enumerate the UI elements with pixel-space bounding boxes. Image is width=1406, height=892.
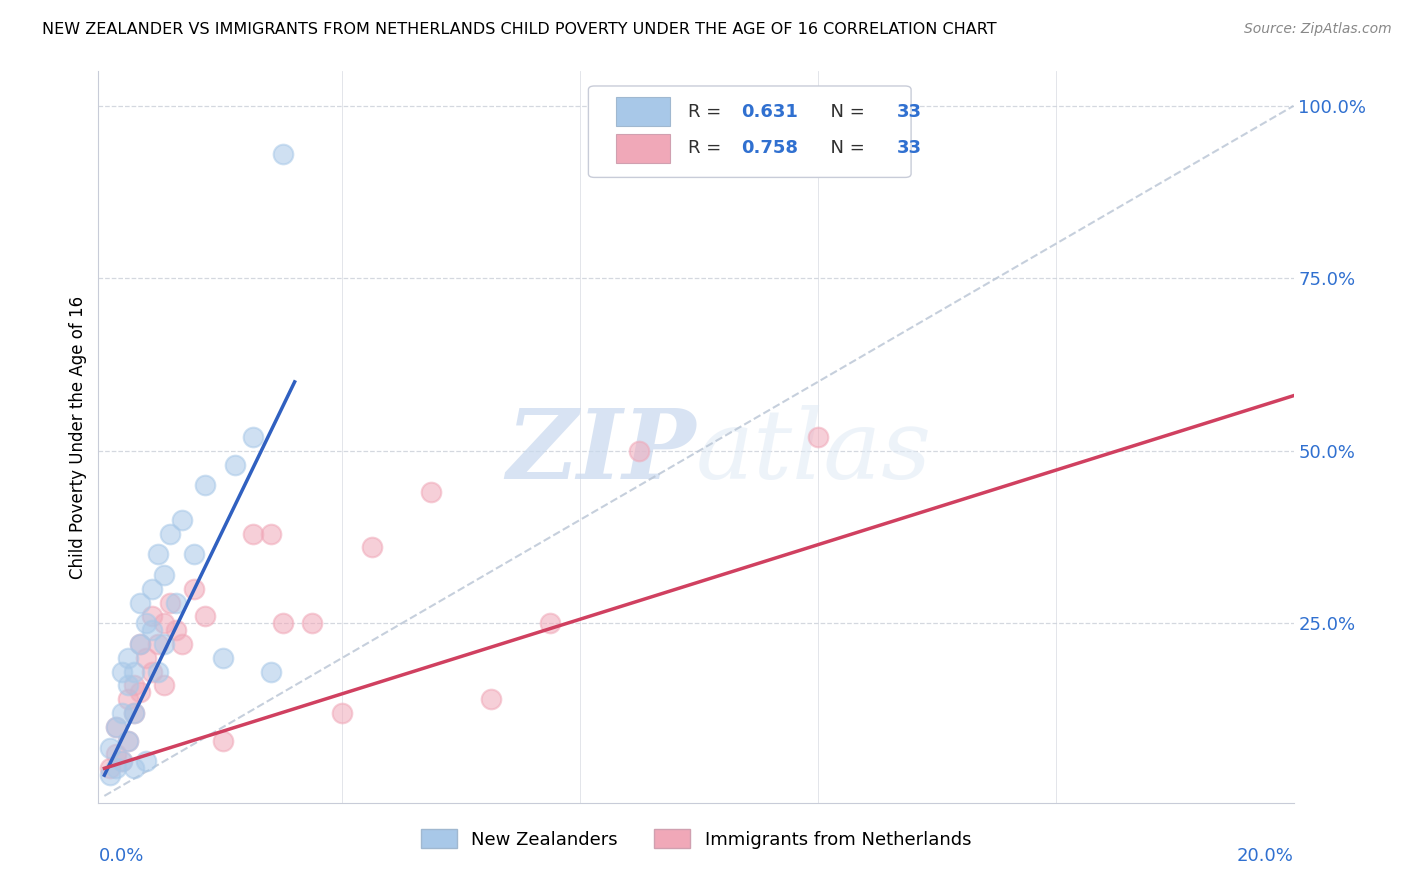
Point xyxy=(183,548,205,562)
Point xyxy=(212,651,235,665)
Point xyxy=(165,624,187,638)
Point xyxy=(194,609,217,624)
Point xyxy=(117,733,139,747)
Point xyxy=(153,637,176,651)
Point xyxy=(129,637,152,651)
Point xyxy=(420,485,443,500)
Point xyxy=(129,637,152,651)
Point xyxy=(159,596,181,610)
Point xyxy=(153,678,176,692)
Point xyxy=(105,761,128,775)
Text: N =: N = xyxy=(820,103,870,120)
Point xyxy=(153,616,176,631)
Point xyxy=(141,582,163,596)
Point xyxy=(98,740,121,755)
Point xyxy=(260,526,283,541)
Bar xyxy=(616,134,669,163)
Point xyxy=(122,761,145,775)
Point xyxy=(141,665,163,679)
Bar xyxy=(616,97,669,127)
Point xyxy=(807,430,830,444)
Point xyxy=(159,526,181,541)
Point xyxy=(146,637,169,651)
Point xyxy=(242,526,264,541)
Point xyxy=(129,685,152,699)
Text: 0.631: 0.631 xyxy=(741,103,799,120)
Point xyxy=(105,747,128,762)
Point xyxy=(122,706,145,720)
Text: R =: R = xyxy=(688,139,727,157)
Point xyxy=(135,651,157,665)
Point xyxy=(260,665,283,679)
Point xyxy=(330,706,353,720)
Point xyxy=(165,596,187,610)
Point xyxy=(105,720,128,734)
Point xyxy=(105,720,128,734)
Y-axis label: Child Poverty Under the Age of 16: Child Poverty Under the Age of 16 xyxy=(69,295,87,579)
Point xyxy=(111,706,134,720)
Point xyxy=(141,609,163,624)
Point xyxy=(98,761,121,775)
Point xyxy=(153,568,176,582)
Point xyxy=(271,147,294,161)
Text: R =: R = xyxy=(688,103,727,120)
Text: 0.758: 0.758 xyxy=(741,139,799,157)
Point xyxy=(628,443,651,458)
Point xyxy=(117,678,139,692)
Point xyxy=(301,616,323,631)
Point xyxy=(194,478,217,492)
Text: 33: 33 xyxy=(897,139,922,157)
Point xyxy=(122,678,145,692)
Point xyxy=(129,596,152,610)
Text: ZIP: ZIP xyxy=(506,405,696,499)
Point xyxy=(361,541,384,555)
Point xyxy=(146,548,169,562)
Text: 0.0%: 0.0% xyxy=(98,847,143,864)
Point xyxy=(183,582,205,596)
Text: N =: N = xyxy=(820,139,870,157)
Point xyxy=(224,458,246,472)
Point xyxy=(122,706,145,720)
Point xyxy=(117,733,139,747)
Point xyxy=(170,513,193,527)
Point xyxy=(242,430,264,444)
Text: 20.0%: 20.0% xyxy=(1237,847,1294,864)
Point xyxy=(141,624,163,638)
Point xyxy=(122,665,145,679)
Point xyxy=(479,692,502,706)
Point xyxy=(146,665,169,679)
Point xyxy=(111,755,134,769)
Text: 33: 33 xyxy=(897,103,922,120)
Point xyxy=(538,616,561,631)
Point xyxy=(271,616,294,631)
FancyBboxPatch shape xyxy=(589,86,911,178)
Legend: New Zealanders, Immigrants from Netherlands: New Zealanders, Immigrants from Netherla… xyxy=(413,822,979,856)
Point xyxy=(135,755,157,769)
Text: Source: ZipAtlas.com: Source: ZipAtlas.com xyxy=(1244,22,1392,37)
Point xyxy=(135,616,157,631)
Point xyxy=(170,637,193,651)
Text: NEW ZEALANDER VS IMMIGRANTS FROM NETHERLANDS CHILD POVERTY UNDER THE AGE OF 16 C: NEW ZEALANDER VS IMMIGRANTS FROM NETHERL… xyxy=(42,22,997,37)
Point xyxy=(212,733,235,747)
Point xyxy=(111,755,134,769)
Point xyxy=(117,651,139,665)
Text: atlas: atlas xyxy=(696,405,932,499)
Point xyxy=(98,768,121,782)
Point xyxy=(111,665,134,679)
Point xyxy=(117,692,139,706)
